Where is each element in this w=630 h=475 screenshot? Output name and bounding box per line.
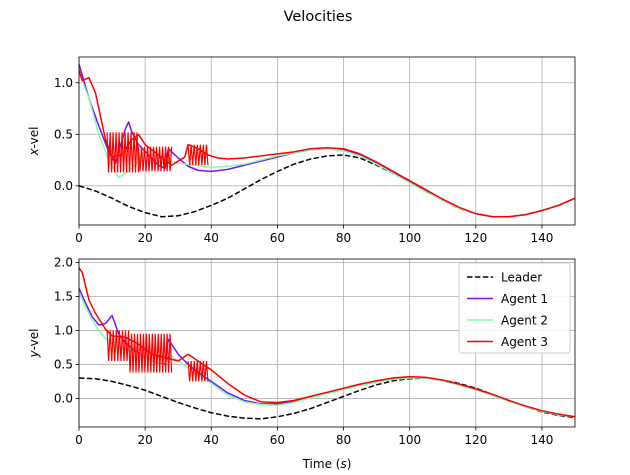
y-tick-label: 0.5 bbox=[54, 128, 73, 142]
series-agent-3-oscillation bbox=[106, 132, 140, 173]
axes-frame bbox=[78, 258, 576, 428]
y-axis-label-suffix: -vel bbox=[27, 127, 41, 149]
y-tick-label: 1.0 bbox=[54, 324, 73, 338]
x-tick-label: 0 bbox=[75, 231, 83, 245]
y-tick-label: 2.0 bbox=[54, 256, 73, 270]
series-agent-3-oscillation bbox=[128, 333, 173, 373]
x-tick-label: 100 bbox=[398, 231, 421, 245]
legend-label: Agent 1 bbox=[501, 292, 548, 306]
y-axis-label: y-vel bbox=[27, 329, 41, 359]
figure-title: Velocities bbox=[284, 9, 353, 25]
y-tick-label: 1.5 bbox=[54, 290, 73, 304]
y-axis-label-variable: y bbox=[27, 349, 41, 358]
y-tick-label: 1.0 bbox=[54, 76, 73, 90]
x-tick-label: 0 bbox=[75, 433, 83, 447]
x-tick-label: 140 bbox=[530, 433, 553, 447]
legend-label: Agent 3 bbox=[501, 335, 548, 349]
plot-area bbox=[79, 64, 575, 218]
x-tick-label: 120 bbox=[464, 231, 487, 245]
series-agent-3-oscillation bbox=[187, 360, 209, 382]
x-axis-label: Time (s) bbox=[302, 457, 352, 471]
legend-label: Agent 2 bbox=[501, 313, 548, 327]
plot-area bbox=[79, 267, 575, 420]
x-tick-label: 60 bbox=[270, 433, 285, 447]
series-agent-3-oscillation bbox=[106, 330, 130, 362]
x-tick-label: 40 bbox=[204, 433, 219, 447]
legend-label: Leader bbox=[501, 270, 542, 284]
y-tick-label: 0.0 bbox=[54, 392, 73, 406]
y-axis-label: x-vel bbox=[27, 127, 41, 157]
y-tick-label: 0.0 bbox=[54, 179, 73, 193]
legend: Leader Agent 1 Agent 2 Agent 3 bbox=[458, 262, 571, 354]
y-tick-label: 0.5 bbox=[54, 358, 73, 372]
x-tick-label: 80 bbox=[336, 433, 351, 447]
x-tick-label: 20 bbox=[137, 231, 152, 245]
x-axis-label-suffix: ) bbox=[347, 457, 352, 471]
x-tick-label: 100 bbox=[398, 433, 421, 447]
series-agent-3-oscillation bbox=[137, 146, 173, 172]
y-velocity-panel: 0 20 40 60 80 100 120 140 0.0 0.5 1.0 1.5 2.0 y-vel Ti… bbox=[27, 256, 576, 471]
x-velocity-panel: 0 20 40 60 80 100 120 140 0.0 0.5 1.0 x-vel bbox=[27, 56, 576, 245]
y-axis-label-suffix: -vel bbox=[27, 329, 41, 351]
x-tick-label: 60 bbox=[270, 231, 285, 245]
legend-box bbox=[458, 262, 571, 354]
x-tick-label: 20 bbox=[137, 433, 152, 447]
axes-frame bbox=[78, 56, 576, 226]
x-tick-label: 140 bbox=[530, 231, 553, 245]
x-tick-label: 40 bbox=[204, 231, 219, 245]
x-axis-label-prefix: Time ( bbox=[302, 457, 341, 471]
x-tick-label: 80 bbox=[336, 231, 351, 245]
series-agent-3-oscillation bbox=[187, 144, 209, 166]
y-axis-label-variable: x bbox=[27, 147, 41, 156]
x-axis-label-variable: s bbox=[340, 457, 346, 471]
x-tick-label: 120 bbox=[464, 433, 487, 447]
